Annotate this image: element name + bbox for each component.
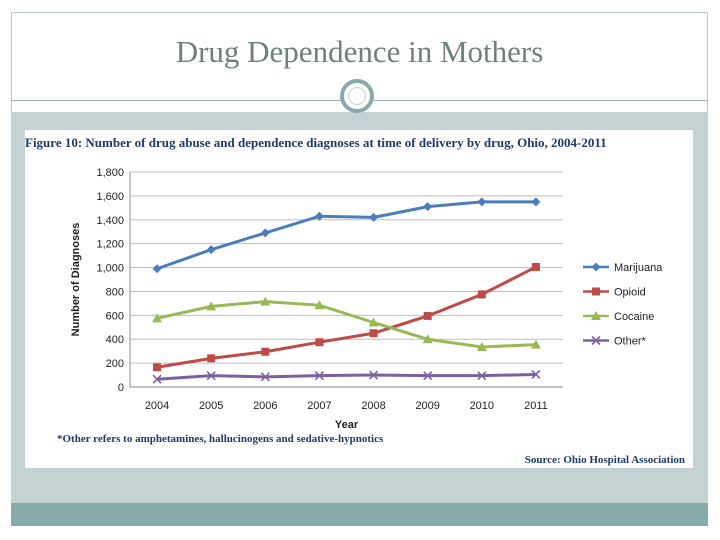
data-point-cocaine xyxy=(530,339,541,349)
data-point-cocaine xyxy=(314,300,325,310)
legend-marker-opioid xyxy=(592,287,600,296)
data-point-marijuana xyxy=(152,264,162,274)
x-tick-label: 2006 xyxy=(253,400,277,412)
data-point-cocaine xyxy=(260,296,271,306)
data-point-marijuana xyxy=(206,245,216,255)
data-point-cocaine xyxy=(422,334,433,344)
data-point-opioid xyxy=(369,329,378,338)
data-point-cocaine xyxy=(206,301,217,311)
data-point-marijuana xyxy=(369,212,379,222)
data-point-opioid xyxy=(153,363,162,372)
data-point-cocaine xyxy=(476,341,487,351)
series-line-opioid xyxy=(156,265,537,369)
y-tick-label: 1,400 xyxy=(96,215,124,227)
legend-label-cocaine: Cocaine xyxy=(614,311,654,323)
footer-band xyxy=(11,503,708,526)
data-point-opioid xyxy=(207,354,216,363)
data-point-opioid xyxy=(477,290,486,299)
series-line-marijuana xyxy=(156,200,536,271)
y-tick-label: 600 xyxy=(106,310,124,322)
x-tick-label: 2010 xyxy=(470,400,494,412)
y-tick-label: 800 xyxy=(106,286,124,298)
x-tick-label: 2007 xyxy=(307,400,331,412)
data-point-other xyxy=(152,374,162,384)
data-point-marijuana xyxy=(314,211,324,221)
data-point-opioid xyxy=(531,262,540,271)
x-tick-label: 2011 xyxy=(524,400,548,412)
y-tick-label: 1,200 xyxy=(96,239,124,251)
x-tick-label: 2004 xyxy=(145,400,169,412)
ring-ornament-icon xyxy=(340,79,374,113)
y-tick-label: 1,000 xyxy=(96,263,124,275)
series-line-cocaine xyxy=(156,300,537,349)
legend-marker-marijuana xyxy=(591,262,601,272)
data-point-other xyxy=(206,371,216,381)
y-tick-label: 200 xyxy=(106,358,124,370)
figure-source: Source: Ohio Hospital Association xyxy=(524,454,685,466)
legend-label-marijuana: Marijuana xyxy=(614,262,663,274)
data-point-marijuana xyxy=(531,197,541,207)
figure-footnote: *Other refers to amphetamines, hallucino… xyxy=(57,433,384,445)
y-tick-label: 1,600 xyxy=(96,191,124,203)
legend-label-other: Other* xyxy=(614,336,647,348)
data-point-other xyxy=(314,371,325,381)
x-tick-label: 2008 xyxy=(361,400,385,412)
y-tick-label: 400 xyxy=(106,334,124,346)
data-point-other xyxy=(477,371,487,381)
slide-title: Drug Dependence in Mothers xyxy=(175,34,544,69)
series-line-other xyxy=(156,372,536,381)
legend-marker-other xyxy=(591,335,601,346)
data-point-marijuana xyxy=(423,202,433,212)
figure-title: Figure 10: Number of drug abuse and depe… xyxy=(25,135,607,150)
data-point-marijuana xyxy=(260,228,270,238)
data-point-opioid xyxy=(261,347,270,356)
x-tick-label: 2009 xyxy=(415,400,439,412)
x-axis-title: Year xyxy=(335,419,359,431)
data-point-opioid xyxy=(315,338,324,347)
data-point-other xyxy=(531,369,541,380)
line-chart: 0 200 400 600 800 1,000 1,200 1,400 1,600 1,800 20… xyxy=(70,167,663,431)
data-point-cocaine xyxy=(368,317,379,327)
x-tick-label: 2005 xyxy=(199,400,223,412)
data-point-opioid xyxy=(423,311,432,320)
data-point-marijuana xyxy=(477,197,487,207)
data-point-other xyxy=(368,370,379,380)
legend-label-opioid: Opioid xyxy=(614,287,646,299)
data-point-cocaine xyxy=(152,313,163,323)
data-point-other xyxy=(423,371,433,381)
data-point-other xyxy=(260,372,270,382)
y-tick-label: 1,800 xyxy=(96,167,124,179)
y-tick-label: 0 xyxy=(118,382,124,394)
y-axis-title: Number of Diagnoses xyxy=(70,223,82,337)
chart-panel: 0 200 400 600 800 1,000 1,200 1,400 1,600 1,800 20… xyxy=(25,130,693,468)
legend-marker-cocaine xyxy=(591,311,601,320)
